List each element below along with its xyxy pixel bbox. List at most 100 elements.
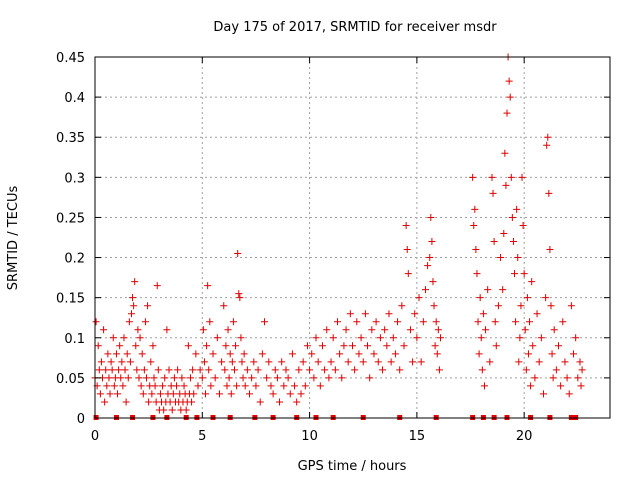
- x-tick-label: 10: [301, 429, 318, 444]
- data-point: [233, 382, 241, 390]
- data-point: [376, 334, 384, 342]
- data-point: [574, 374, 582, 382]
- data-point: [109, 334, 117, 342]
- data-point: [433, 350, 441, 358]
- data-point: [119, 382, 127, 390]
- y-tick-label: 0.35: [56, 131, 85, 146]
- data-point: [426, 254, 434, 262]
- data-point: [383, 342, 391, 350]
- data-point: [482, 326, 490, 334]
- data-point: [473, 270, 481, 278]
- data-point: [398, 302, 406, 310]
- data-point: [137, 382, 145, 390]
- data-point: [241, 382, 249, 390]
- data-point: [403, 246, 411, 254]
- y-axis-ticks: 0 0.05 0.1 0.15 0.2 0.25 0.3 0.35 0.4 0.45: [56, 51, 610, 427]
- data-point: [325, 374, 333, 382]
- data-point: [529, 342, 537, 350]
- data-point: [97, 358, 105, 366]
- data-point: [567, 302, 575, 310]
- data-point: [130, 302, 138, 310]
- data-point: [548, 350, 556, 358]
- data-point: [550, 326, 558, 334]
- data-point: [189, 366, 197, 374]
- data-point: [474, 318, 482, 326]
- data-point: [476, 294, 484, 302]
- data-point: [225, 374, 233, 382]
- data-point: [552, 366, 560, 374]
- data-point: [243, 366, 251, 374]
- data-point: [511, 270, 519, 278]
- data-point: [523, 294, 531, 302]
- data-point: [156, 390, 164, 398]
- data-point: [533, 310, 541, 318]
- data-point: [267, 382, 275, 390]
- data-point: [143, 374, 150, 382]
- data-point: [226, 350, 234, 358]
- data-point: [248, 374, 256, 382]
- x-axis-label: GPS time / hours: [298, 459, 407, 474]
- data-point: [539, 390, 547, 398]
- data-point: [280, 382, 288, 390]
- data-point: [151, 382, 159, 390]
- data-point: [321, 366, 329, 374]
- data-point: [182, 406, 190, 414]
- data-point: [145, 398, 153, 406]
- data-point: [239, 374, 247, 382]
- data-point: [342, 326, 350, 334]
- data-point: [202, 390, 210, 398]
- data-point: [561, 358, 569, 366]
- data-point: [500, 229, 508, 237]
- data-point: [271, 366, 279, 374]
- data-point: [368, 326, 376, 334]
- data-point: [546, 246, 554, 254]
- data-point: [288, 350, 296, 358]
- data-point: [389, 334, 397, 342]
- data-point: [215, 390, 223, 398]
- data-point: [512, 318, 520, 326]
- data-point: [336, 350, 344, 358]
- x-tick-label: 5: [198, 429, 206, 444]
- data-point: [223, 382, 231, 390]
- data-point: [544, 133, 552, 141]
- x-tick-label: 20: [516, 429, 533, 444]
- data-point: [314, 358, 322, 366]
- data-point: [528, 278, 536, 286]
- data-point: [204, 282, 212, 290]
- data-point: [557, 382, 565, 390]
- data-point: [471, 205, 479, 213]
- data-point: [199, 326, 207, 334]
- data-point: [435, 366, 443, 374]
- chart-title: Day 175 of 2017, SRMTID for receiver msd…: [213, 20, 497, 35]
- data-point: [565, 390, 573, 398]
- y-axis-label: SRMTID / TECUs: [6, 186, 21, 291]
- data-point: [344, 358, 352, 366]
- data-point: [209, 350, 217, 358]
- data-point: [394, 318, 402, 326]
- y-tick-label: 0.2: [64, 252, 85, 267]
- data-point: [572, 334, 580, 342]
- data-point: [206, 318, 214, 326]
- data-point: [192, 350, 200, 358]
- data-point: [486, 358, 494, 366]
- data-point: [559, 318, 567, 326]
- data-point: [359, 358, 367, 366]
- data-point: [301, 382, 309, 390]
- data-point: [178, 374, 186, 382]
- data-point: [524, 350, 532, 358]
- data-point: [118, 358, 126, 366]
- data-point: [254, 366, 262, 374]
- data-point: [327, 358, 335, 366]
- data-point: [234, 250, 242, 258]
- data-point: [102, 366, 110, 374]
- data-point: [316, 382, 324, 390]
- data-point: [129, 294, 137, 302]
- data-point: [527, 382, 535, 390]
- data-point: [139, 390, 147, 398]
- data-point: [115, 366, 123, 374]
- data-point: [531, 374, 539, 382]
- data-point: [180, 382, 188, 390]
- data-point: [293, 398, 301, 406]
- data-point: [570, 350, 578, 358]
- data-point: [349, 342, 356, 350]
